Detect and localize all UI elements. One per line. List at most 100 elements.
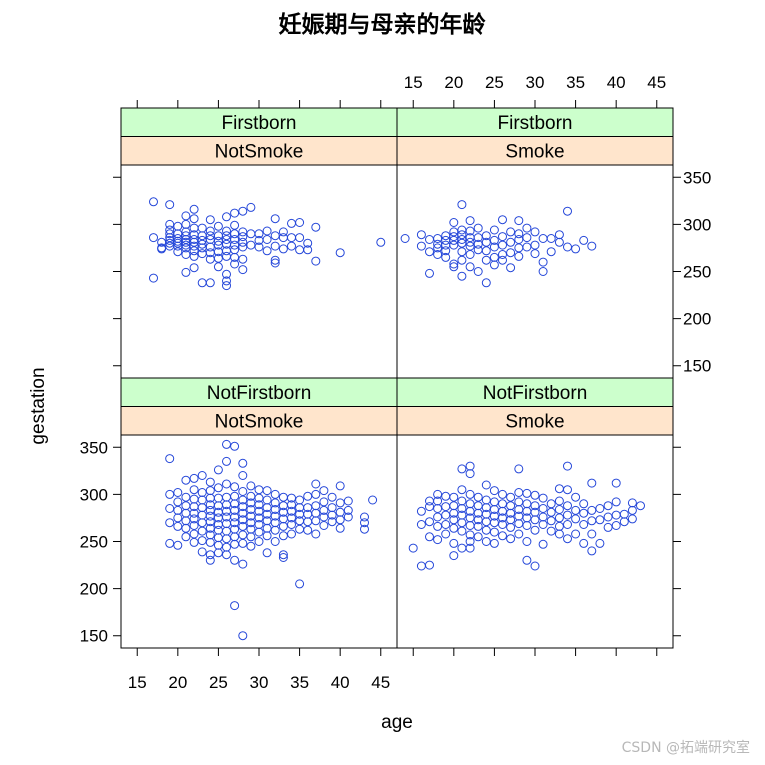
data-point [465,216,475,226]
data-point [230,441,240,451]
data-point [489,486,499,496]
x-tick-label-top: 35 [566,73,585,92]
data-point [530,227,540,237]
data-point [587,505,597,515]
data-point [457,271,467,281]
panel-frame [396,434,674,649]
data-point [481,503,491,513]
data-point [213,262,223,272]
data-point [449,259,459,269]
data-point [311,256,321,266]
data-point [189,251,199,261]
data-point [563,206,572,216]
x-tick-label-top: 20 [444,73,463,92]
data-point [246,240,256,250]
data-point [270,498,280,508]
data-point [254,500,264,510]
data-point [165,219,175,229]
data-point [449,551,459,561]
data-point [530,490,540,500]
x-tick-label-bottom: 20 [168,673,187,692]
data-point [611,521,621,530]
data-point [197,471,207,480]
data-point [449,240,459,250]
data-point [425,268,434,278]
data-point [238,206,248,216]
data-point [522,488,532,498]
data-point [498,240,507,250]
strip-outer-label: Firstborn [222,113,297,134]
data-point [465,237,475,247]
data-point [189,514,199,524]
data-point [189,214,199,224]
data-point [173,540,183,550]
axes-layer: 15 20 25 30 35 40 45 15 20 25 30 35 40 45 150 200 250 300… [80,73,712,692]
data-point [627,514,637,524]
data-point [311,479,321,489]
data-point [278,521,288,531]
data-point [254,229,264,239]
data-point [603,512,613,522]
data-point [360,524,369,534]
data-point [230,208,240,218]
x-tick-label-top: 30 [526,73,545,92]
data-point [546,526,556,536]
data-point [465,543,475,553]
data-point [481,231,491,241]
panel-firstborn-notsmoke: Firstborn NotSmoke [120,107,398,379]
data-point [587,241,597,251]
panel-frame [120,164,398,379]
data-point [481,255,491,265]
data-point [238,559,248,569]
data-point [287,529,296,539]
data-point [254,513,264,523]
data-point [506,522,516,532]
data-point [603,522,613,532]
data-point [222,550,231,560]
data-point [481,246,491,256]
data-point [433,521,443,531]
y-tick-label-left: 150 [80,627,108,646]
data-point [205,242,215,252]
data-point [457,247,467,257]
data-point [222,456,231,466]
data-point [230,259,240,269]
data-point [165,200,175,210]
data-point [506,227,516,237]
data-point [230,482,240,492]
data-point [473,267,483,276]
data-point [205,550,215,560]
data-point [441,529,451,539]
data-point [587,546,597,556]
y-tick-label-right: 200 [683,310,711,329]
data-point [571,244,581,254]
data-point [270,241,280,251]
data-point [416,230,426,240]
data-point [262,486,272,496]
data-point [238,502,248,512]
data-point [563,461,572,471]
data-point [327,503,337,513]
data-point [538,539,548,549]
data-point [149,273,158,283]
data-point [238,631,248,641]
data-point [457,504,467,513]
data-point [579,508,589,518]
data-point [287,513,296,523]
data-point [449,508,459,518]
data-point [579,538,589,548]
x-tick-label-top: 15 [404,73,423,92]
data-point [433,243,443,253]
data-point [514,464,524,474]
data-point [595,515,605,525]
data-point [335,523,345,533]
data-point [571,492,581,502]
data-point [270,511,280,521]
data-point [270,525,280,535]
data-point [506,508,516,518]
data-point [335,481,345,491]
data-point [506,492,516,502]
data-point [538,267,548,276]
data-point [238,227,248,237]
data-point [563,510,572,520]
